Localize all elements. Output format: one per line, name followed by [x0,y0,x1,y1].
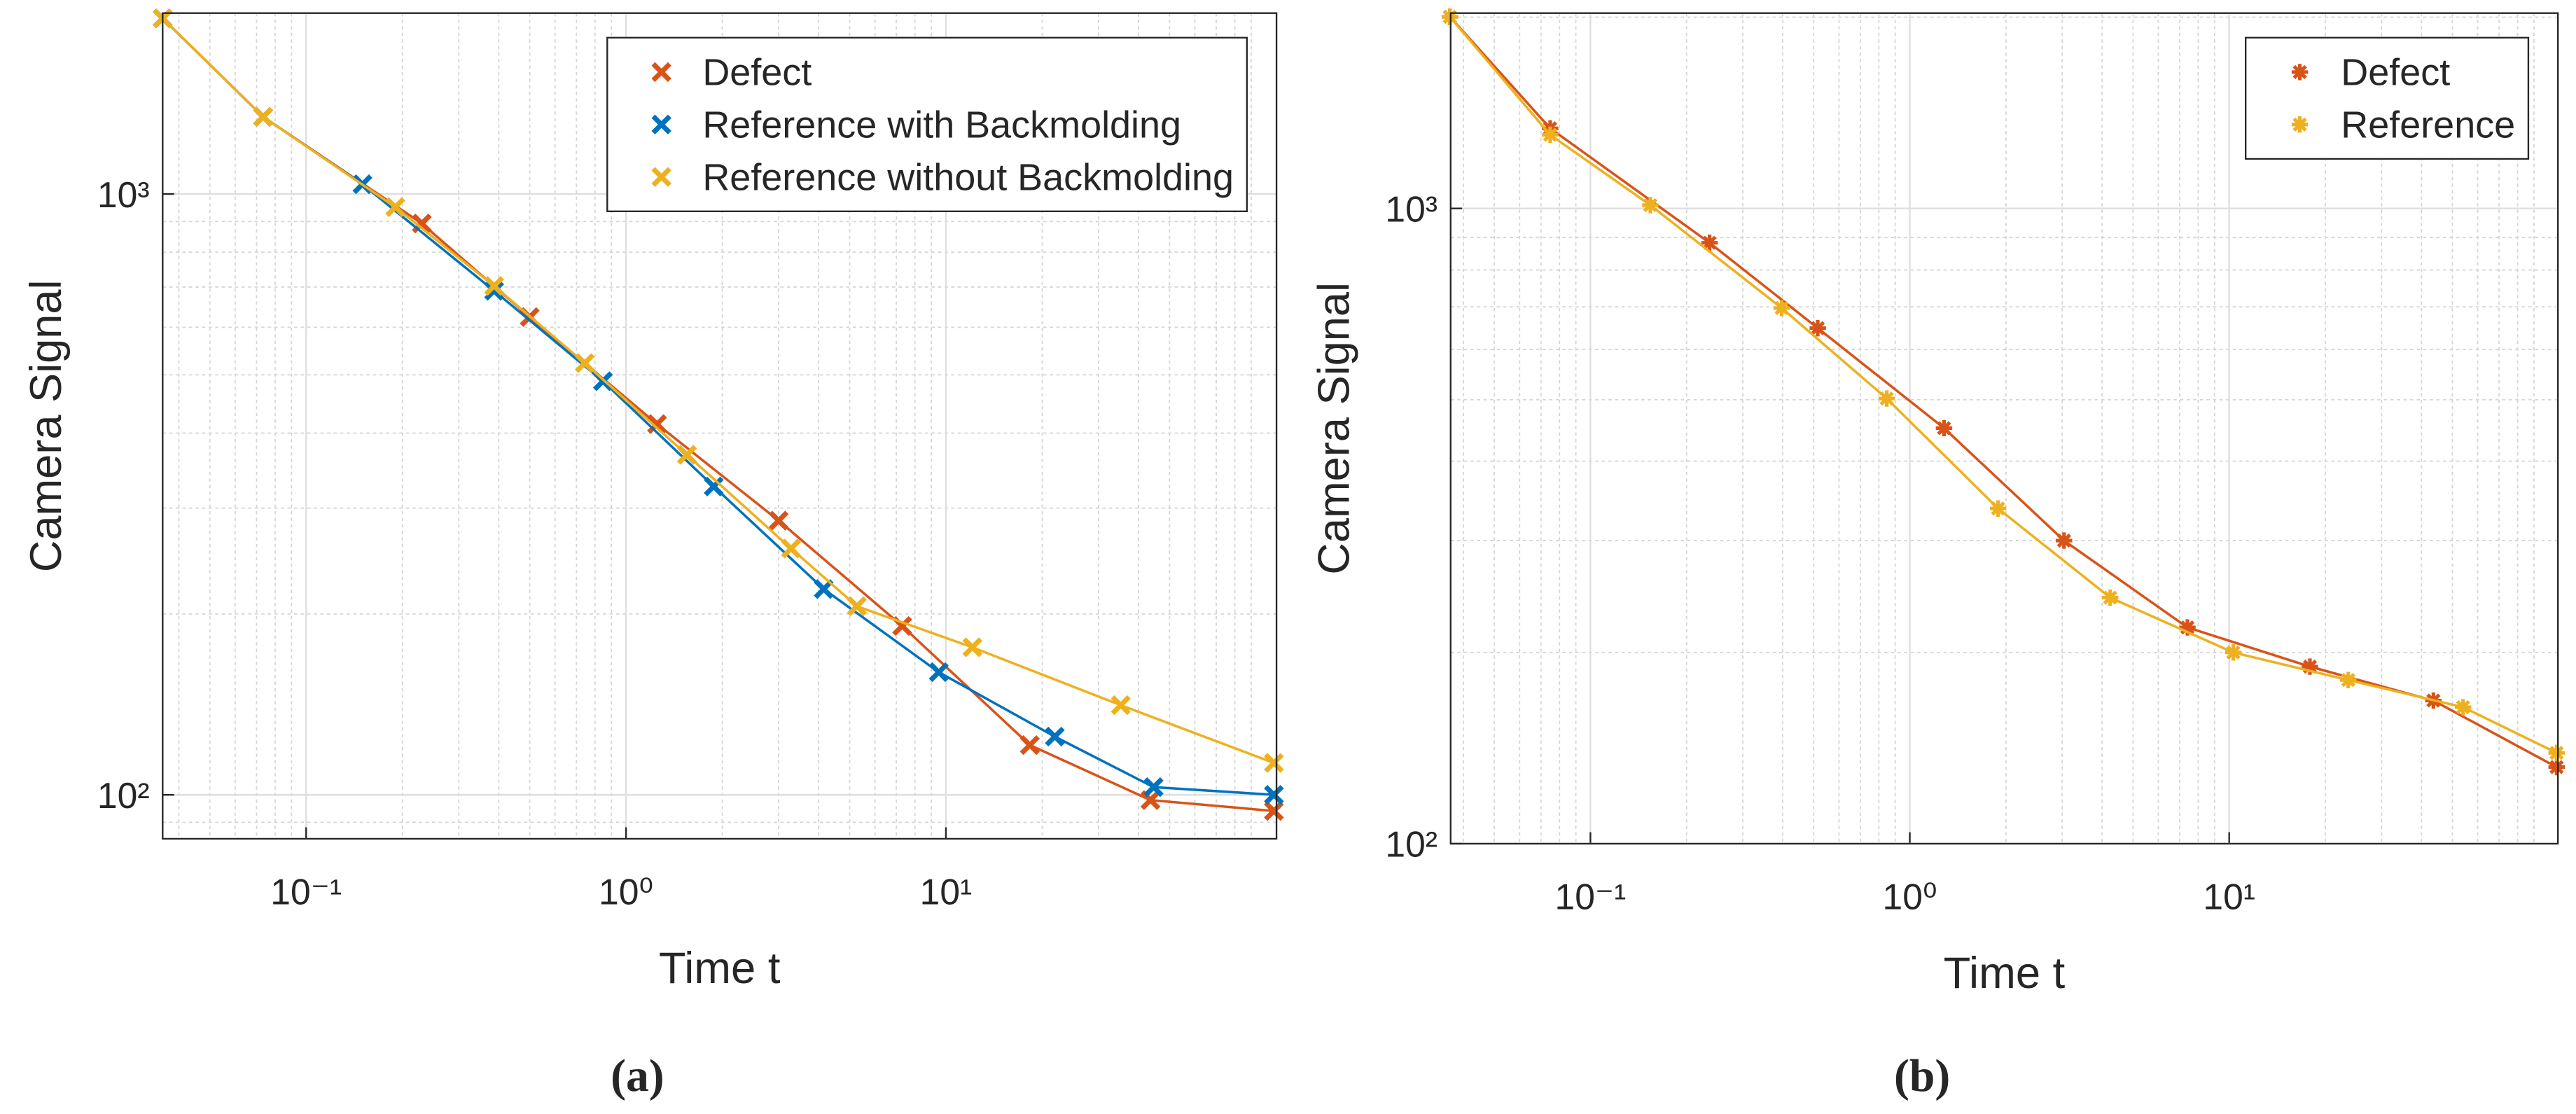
legend-box [606,36,1248,212]
marker [814,579,834,599]
plot-frame [1449,12,2559,845]
legend-marker [651,167,671,187]
y-tick-label: 10² [1385,824,1437,865]
y-tick-label: 10³ [97,174,150,215]
legend-marker [2291,64,2309,81]
legend-label: Reference [2341,104,2515,146]
legend: Defect Reference with Backmolding Referenc… [606,36,1248,212]
legend-marker [2291,116,2309,133]
marker [2548,744,2565,761]
marker [962,637,982,657]
marker [2056,532,2073,549]
y-tick-label: 10³ [1385,188,1437,229]
marker [2179,619,2196,636]
legend-label: Defect [702,52,812,94]
marker [647,414,667,434]
marker [1989,500,2007,517]
marker [385,197,405,217]
caption: (a) [611,1051,664,1101]
marker [574,353,595,373]
x-tick-label: 10¹ [920,872,973,912]
marker [928,662,949,683]
legend-label: Defect [2341,52,2450,94]
marker [704,476,724,496]
series-line [1449,15,2558,769]
x-tick-label: 10⁻¹ [270,872,342,912]
marker [2340,671,2357,688]
marker [484,276,504,296]
marker [2101,589,2119,606]
x-tick-label: 10⁻¹ [1555,877,1627,917]
x-tick-label: 10¹ [2203,877,2255,917]
marker [1019,734,1040,756]
marker [1264,753,1284,773]
marker [781,538,801,559]
x-tick-label: 10⁰ [1883,877,1937,917]
marker [484,281,504,301]
x-axis-label: Time t [1944,949,2066,998]
marker [1701,235,1718,251]
marker [1935,419,1953,437]
marker [1773,300,1790,316]
marker [2225,644,2242,661]
legend-label: Reference without Backmolding [702,156,1234,198]
legend-marker [651,62,671,83]
marker [2302,658,2318,675]
y-axis-label: Camera Signal [22,279,71,572]
marker [1264,784,1284,805]
x-axis-label: Time t [659,944,781,993]
marker [1111,695,1131,716]
legend-label: Reference with Backmolding [702,104,1181,146]
marker [768,510,789,531]
plot-frame [162,12,1278,840]
marker [1143,777,1164,798]
marker [1542,126,1559,144]
marker [1878,390,1895,407]
marker [1264,801,1284,821]
marker [1809,319,1826,337]
marker [1045,726,1065,747]
y-tick-label: 10² [97,775,150,816]
marker [2548,758,2565,776]
marker [676,445,697,465]
marker [253,106,274,127]
marker [2455,699,2472,716]
marker [847,596,868,617]
y-axis-label: Camera Signal [1309,282,1358,575]
x-tick-label: 10⁰ [599,872,653,912]
legend: Defect Reference [2245,36,2530,160]
legend-marker [651,114,671,134]
marker [1642,197,1659,214]
legend-box [2245,36,2530,160]
caption: (b) [1894,1051,1950,1101]
